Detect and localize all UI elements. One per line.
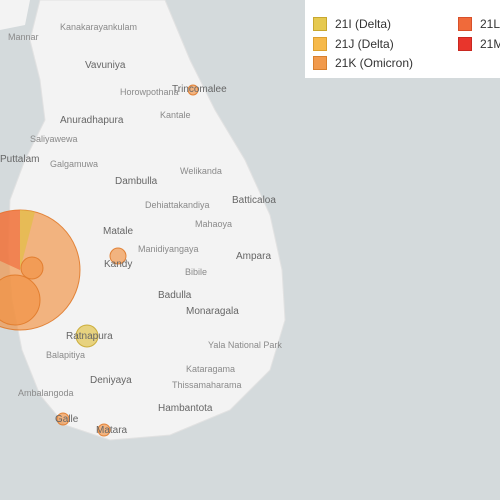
place-labels: Mannar Kanakarayankulam Vavuniya Horowpo… — [0, 22, 282, 436]
place-label: Ratnapura — [66, 331, 113, 342]
legend-item[interactable]: 21M — [458, 37, 500, 51]
place-label: Saliyawewa — [30, 134, 78, 144]
place-label: Dambulla — [115, 176, 158, 187]
place-label: Kanakarayankulam — [60, 22, 137, 32]
place-label: Welikanda — [180, 166, 222, 176]
sample-marker[interactable] — [97, 423, 111, 437]
place-label: Manidiyangaya — [138, 244, 199, 254]
legend-label: 21M — [480, 37, 500, 51]
place-label: Bibile — [185, 267, 207, 277]
place-label: Batticaloa — [232, 195, 276, 206]
mainland-edge — [0, 0, 30, 30]
place-label: Kandy — [104, 259, 132, 270]
place-label: Mahaoya — [195, 219, 232, 229]
place-label: Anuradhapura — [60, 115, 124, 126]
place-label: Mannar — [8, 32, 39, 42]
place-label: Horowpothana — [120, 87, 179, 97]
place-label: Thissamaharama — [172, 380, 242, 390]
place-label: Monaragala — [186, 306, 239, 317]
place-label: Hambantota — [158, 403, 213, 414]
sample-marker[interactable] — [0, 274, 41, 326]
place-label: Kantale — [160, 110, 191, 120]
place-label: Vavuniya — [85, 60, 126, 71]
legend-label: 21I (Delta) — [335, 17, 392, 31]
legend-item[interactable]: 21L — [458, 17, 500, 31]
place-label: Galgamuwa — [50, 159, 98, 169]
sample-marker[interactable] — [109, 247, 127, 265]
sample-marker[interactable] — [0, 209, 20, 270]
place-label: Badulla — [158, 290, 192, 301]
legend-label: 21J (Delta) — [335, 37, 394, 51]
place-label: Ampara — [236, 251, 271, 262]
legend-item[interactable]: 21K (Omicron) — [313, 56, 413, 70]
place-label: Galle — [55, 414, 79, 425]
place-label: Matara — [96, 425, 128, 436]
place-label: Matale — [103, 226, 133, 237]
place-label: Puttalam — [0, 154, 39, 165]
place-label: Yala National Park — [208, 340, 282, 350]
sample-marker[interactable] — [56, 412, 70, 426]
legend: 21I (Delta) 21J (Delta) 21K (Omicron) 21… — [305, 0, 500, 78]
sample-marker[interactable] — [20, 210, 35, 270]
place-label: Deniyaya — [90, 375, 132, 386]
place-label: Ambalangoda — [18, 388, 74, 398]
legend-label: 21K (Omicron) — [335, 56, 414, 70]
legend-label: 21L — [480, 17, 500, 31]
legend-item[interactable]: 21J (Delta) — [313, 37, 394, 51]
place-label: Dehiattakandiya — [145, 200, 210, 210]
legend-item[interactable]: 21I (Delta) — [313, 17, 391, 31]
sample-marker[interactable] — [75, 324, 99, 348]
sample-marker[interactable] — [187, 84, 199, 96]
sample-marker[interactable] — [20, 256, 44, 280]
place-label: Balapitiya — [46, 350, 85, 360]
place-label: Kataragama — [186, 364, 235, 374]
place-label: Trincomalee — [172, 84, 227, 95]
